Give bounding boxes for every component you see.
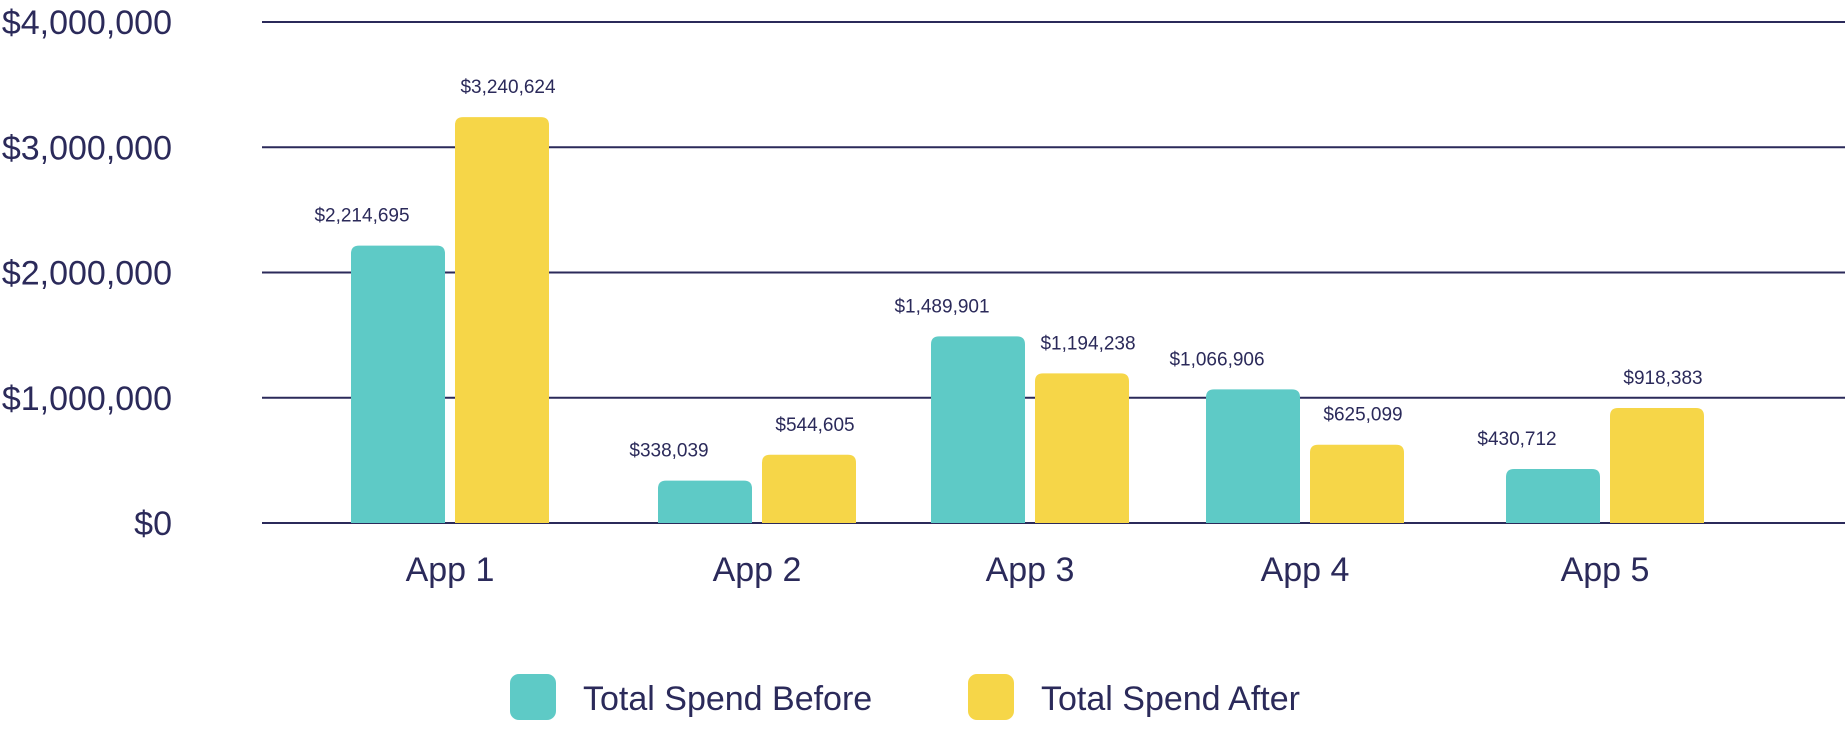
y-tick-label: $1,000,000 <box>2 380 172 418</box>
data-label: $338,039 <box>629 441 708 462</box>
data-label: $3,240,624 <box>460 77 556 98</box>
legend-item-before: Total Spend Before <box>510 674 872 720</box>
data-label: $918,383 <box>1623 368 1702 389</box>
y-tick-label: $4,000,000 <box>2 4 172 42</box>
y-tick-label: $3,000,000 <box>2 129 172 167</box>
bar-before-2 <box>658 480 752 523</box>
bar-before-3 <box>931 336 1025 523</box>
legend-swatch <box>968 674 1014 720</box>
x-category-label: App 3 <box>986 551 1075 589</box>
legend-label: Total Spend Before <box>583 680 872 718</box>
data-label: $430,712 <box>1477 429 1556 450</box>
bar-after-3 <box>1035 373 1129 523</box>
legend-swatch <box>510 674 556 720</box>
x-category-label: App 2 <box>713 551 802 589</box>
data-label: $2,214,695 <box>314 206 409 227</box>
legend: Total Spend Before Total Spend After <box>510 674 1300 720</box>
bar-before-4 <box>1206 389 1300 523</box>
x-category-label: App 1 <box>406 551 495 589</box>
bar-after-5 <box>1610 407 1704 523</box>
data-label: $1,489,901 <box>894 296 989 317</box>
y-tick-label: $2,000,000 <box>2 255 172 293</box>
x-category-label: App 4 <box>1261 551 1350 589</box>
bars <box>351 117 1704 524</box>
data-label: $1,066,906 <box>1169 349 1264 370</box>
y-axis-ticks: $0 $1,000,000 $2,000,000 $3,000,000 $4,000,0… <box>2 4 172 543</box>
data-label: $1,194,238 <box>1040 333 1135 354</box>
x-category-label: App 5 <box>1561 551 1650 589</box>
legend-item-after: Total Spend After <box>968 674 1300 720</box>
data-label: $544,605 <box>775 415 854 436</box>
x-axis-categories: App 1 App 2 App 3 App 4 App 5 <box>406 551 1650 589</box>
data-labels: $2,214,695 $3,240,624 $338,039 $544,605 $1,4… <box>314 77 1702 462</box>
bar-before-5 <box>1506 469 1600 523</box>
data-label: $625,099 <box>1323 405 1402 426</box>
legend-label: Total Spend After <box>1041 680 1300 718</box>
bar-before-1 <box>351 245 445 524</box>
bar-after-1 <box>455 117 549 523</box>
bar-after-2 <box>762 454 856 523</box>
bar-after-4 <box>1310 444 1404 523</box>
y-tick-label: $0 <box>134 505 172 543</box>
